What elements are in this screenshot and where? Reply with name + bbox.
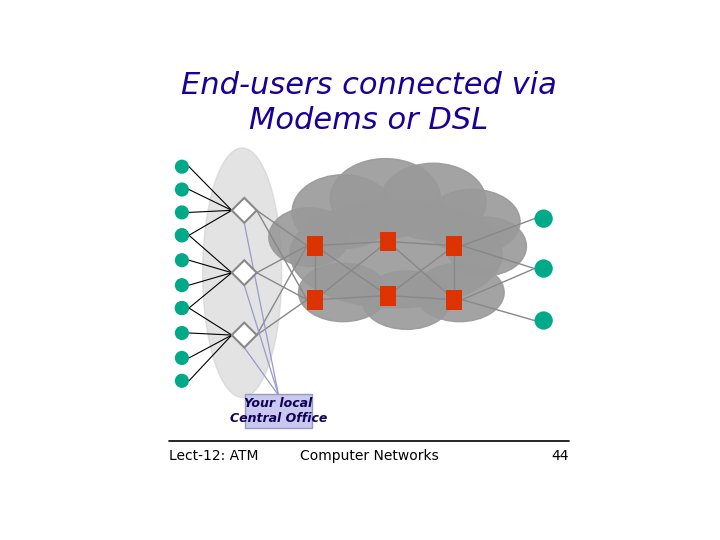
Ellipse shape	[330, 159, 441, 239]
Polygon shape	[232, 260, 257, 285]
Bar	[380, 232, 395, 252]
Bar	[446, 290, 462, 310]
FancyBboxPatch shape	[245, 394, 312, 428]
Bar	[307, 290, 323, 310]
Text: Computer Networks: Computer Networks	[300, 449, 438, 463]
Circle shape	[175, 205, 189, 219]
Circle shape	[534, 312, 553, 329]
Ellipse shape	[299, 263, 387, 322]
Polygon shape	[232, 322, 257, 348]
Polygon shape	[232, 198, 257, 223]
Ellipse shape	[415, 263, 504, 322]
Circle shape	[175, 326, 189, 340]
Ellipse shape	[446, 217, 526, 275]
Ellipse shape	[290, 200, 502, 308]
Circle shape	[175, 160, 189, 174]
Circle shape	[175, 374, 189, 388]
Ellipse shape	[425, 190, 520, 254]
Circle shape	[175, 301, 189, 315]
Circle shape	[175, 183, 189, 197]
Ellipse shape	[292, 175, 394, 248]
Text: Lect-12: ATM: Lect-12: ATM	[169, 449, 259, 463]
Circle shape	[534, 259, 553, 278]
Circle shape	[534, 210, 553, 228]
Circle shape	[175, 278, 189, 292]
Ellipse shape	[380, 163, 486, 240]
Bar	[307, 235, 323, 255]
Circle shape	[175, 351, 189, 365]
Ellipse shape	[362, 271, 451, 329]
Circle shape	[175, 253, 189, 267]
Circle shape	[175, 301, 189, 315]
Circle shape	[175, 228, 189, 242]
Bar	[380, 286, 395, 306]
Bar	[446, 235, 462, 255]
Text: 44: 44	[551, 449, 569, 463]
Text: Your local
Central Office: Your local Central Office	[230, 397, 328, 425]
Ellipse shape	[269, 208, 349, 266]
Circle shape	[175, 228, 189, 242]
Text: End-users connected via
Modems or DSL: End-users connected via Modems or DSL	[181, 71, 557, 135]
Ellipse shape	[203, 148, 282, 397]
